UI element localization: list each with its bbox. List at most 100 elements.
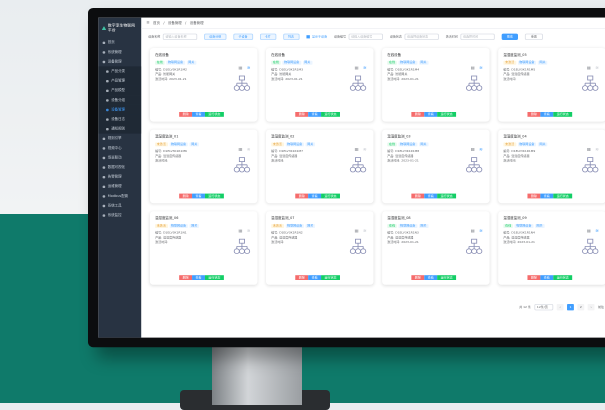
delete-button[interactable]: 删除 xyxy=(527,275,541,280)
group-select[interactable]: 设备分组 xyxy=(204,33,227,40)
view-button[interactable]: 查看 xyxy=(192,275,205,280)
delete-button[interactable]: 删除 xyxy=(295,275,309,280)
sidebar-item[interactable]: 告警管理 xyxy=(98,172,141,182)
view-button[interactable]: 查看 xyxy=(192,193,205,199)
breadcrumb-item: 设备管理 xyxy=(189,20,204,25)
sidebar-item[interactable]: Modbus配置 xyxy=(98,191,141,201)
sidebar-item[interactable]: 产品模型 xyxy=(98,85,142,96)
qrcode-icon[interactable]: ▦ xyxy=(354,147,359,152)
delete-button[interactable]: 删除 xyxy=(179,275,193,280)
breadcrumb-item[interactable]: 设备管理 xyxy=(167,20,182,25)
sidebar-item[interactable]: 首页 xyxy=(98,38,141,48)
page-size-select[interactable]: 12条/页 xyxy=(534,304,554,311)
sidebar-item[interactable]: 系统管理 xyxy=(98,47,141,57)
device-card[interactable]: 温湿度监测_01 未激活 物联网设备 网关 编号: D1ELV3K1R1M6 产品:… xyxy=(149,129,258,204)
delete-button[interactable]: 删除 xyxy=(411,112,425,117)
device-card[interactable]: 温湿度监测_03 在线 物联网设备 网关 编号: D1ELV3K1R1M8 产品: … xyxy=(382,129,490,204)
view-button[interactable]: 查看 xyxy=(192,112,205,117)
device-card[interactable]: 在线设备 在线 物联网设备 网关 编号: D1ELV3K1R1M3 产品: 智能网关… xyxy=(266,48,374,122)
qrcode-icon[interactable]: ▦ xyxy=(586,65,591,71)
serial-input[interactable]: 请输入设备编号 xyxy=(348,33,383,40)
status-button[interactable]: 运行状态 xyxy=(553,275,573,280)
delete-button[interactable]: 删除 xyxy=(411,193,425,199)
status-button[interactable]: 运行状态 xyxy=(321,275,340,280)
view-button[interactable]: 查看 xyxy=(540,275,554,280)
qrcode-icon[interactable]: ▦ xyxy=(354,228,359,234)
qrcode-icon[interactable]: ▦ xyxy=(470,65,475,71)
device-card[interactable]: 温湿度监测_09 在线 物联网设备 网关 编号: D1ELV3K1R1N4 产品: … xyxy=(498,211,605,285)
sidebar-item[interactable]: 产品管理 xyxy=(98,76,142,86)
view-button[interactable]: 查看 xyxy=(540,193,554,199)
subdevice-select[interactable]: 子设备 xyxy=(233,33,253,40)
breadcrumb-item[interactable]: 首页 xyxy=(153,20,160,25)
delete-button[interactable]: 删除 xyxy=(411,275,425,280)
date-picker[interactable]: 请选择时间 xyxy=(460,33,495,40)
sidebar-item[interactable]: 设备管理 xyxy=(98,57,141,67)
view-button[interactable]: 查看 xyxy=(540,112,554,117)
sidebar-item[interactable]: 规则引擎 xyxy=(98,134,141,144)
delete-button[interactable]: 删除 xyxy=(527,193,541,199)
status-button[interactable]: 运行状态 xyxy=(204,193,224,199)
search-button[interactable]: 搜索 xyxy=(501,33,518,40)
status-button[interactable]: 运行状态 xyxy=(321,193,340,199)
status-button[interactable]: 运行状态 xyxy=(553,193,573,199)
qrcode-icon[interactable]: ▦ xyxy=(586,147,591,152)
delete-button[interactable]: 删除 xyxy=(295,112,309,117)
status-button[interactable]: 运行状态 xyxy=(204,275,224,280)
sidebar-item[interactable]: 设备分组 xyxy=(98,95,142,105)
sidebar-item[interactable]: 产品分类 xyxy=(98,66,142,76)
qrcode-icon[interactable]: ▦ xyxy=(238,65,243,71)
status-button[interactable]: 运行状态 xyxy=(321,112,340,117)
device-name-input[interactable]: 请输入设备名称 xyxy=(162,33,198,40)
reset-button[interactable]: 重置 xyxy=(524,33,543,40)
sidebar-item[interactable]: 数据可视化 xyxy=(98,162,141,172)
device-card[interactable]: 温湿度监测_02 未激活 物联网设备 网关 编号: D1ELV3K1R1M7 产品:… xyxy=(266,129,374,204)
device-card[interactable]: 温湿度监测_05 未激活 物联网设备 网关 编号: D1ELV3K1R1M5 产品:… xyxy=(498,48,605,122)
qrcode-icon[interactable]: ▦ xyxy=(238,147,243,152)
view-button[interactable]: 查看 xyxy=(308,112,322,117)
delete-button[interactable]: 删除 xyxy=(179,193,193,199)
prev-page-button[interactable]: ‹ xyxy=(556,304,564,311)
status-button[interactable]: 运行状态 xyxy=(437,275,457,280)
page-button[interactable]: 2 xyxy=(577,304,585,311)
view-button[interactable]: 查看 xyxy=(308,275,322,280)
device-card[interactable]: 在线设备 在线 物联网设备 网关 编号: D1ELV3K1R1M4 产品: 智能网关… xyxy=(382,48,490,122)
sidebar-item[interactable]: 通知规则 xyxy=(98,124,142,134)
qrcode-icon[interactable]: ▦ xyxy=(586,228,591,234)
view-button[interactable]: 查看 xyxy=(424,275,438,280)
qrcode-icon[interactable]: ▦ xyxy=(238,228,243,234)
qrcode-icon[interactable]: ▦ xyxy=(354,65,359,71)
sidebar-item[interactable]: 场景联动 xyxy=(98,153,141,163)
delete-button[interactable]: 删除 xyxy=(179,112,193,117)
status-button[interactable]: 运行状态 xyxy=(437,193,457,199)
list-view-button[interactable]: 列表 xyxy=(282,33,300,40)
device-card[interactable]: 温湿度监测_04 未激活 物联网设备 网关 编号: D1ELV3K1R1M9 产品:… xyxy=(498,129,605,204)
sidebar-item[interactable]: 系统工具 xyxy=(98,201,141,211)
menu-toggle-icon[interactable]: ☰ xyxy=(146,20,150,25)
status-button[interactable]: 运行状态 xyxy=(437,112,457,117)
qrcode-icon[interactable]: ▦ xyxy=(470,147,475,152)
sidebar-item[interactable]: 系统监控 xyxy=(98,210,141,220)
show-subdevice-checkbox[interactable] xyxy=(306,35,310,39)
status-select[interactable]: 请选择设备状态 xyxy=(404,33,439,40)
view-button[interactable]: 查看 xyxy=(424,193,438,199)
qrcode-icon[interactable]: ▦ xyxy=(470,228,475,234)
view-button[interactable]: 查看 xyxy=(424,112,438,117)
next-page-button[interactable]: › xyxy=(587,304,595,311)
status-button[interactable]: 运行状态 xyxy=(553,112,573,117)
view-button[interactable]: 查看 xyxy=(308,193,322,199)
sidebar-item[interactable]: 设备管理 xyxy=(98,104,142,115)
serial-value: D1ELV3K1R1M5 xyxy=(511,68,536,72)
device-card[interactable]: 在线设备 在线 物联网设备 网关 编号: D1ELV3K1R1M2 产品: 智能网关… xyxy=(149,48,258,122)
sidebar-item[interactable]: 视频中心 xyxy=(98,143,141,153)
delete-button[interactable]: 删除 xyxy=(527,112,541,117)
card-view-button[interactable]: 卡片 xyxy=(259,33,276,40)
delete-button[interactable]: 删除 xyxy=(295,193,309,199)
device-card[interactable]: 温湿度监测_07 未激活 物联网设备 网关 编号: D1ELV3K1R1N2 产品:… xyxy=(266,211,374,285)
device-card[interactable]: 温湿度监测_06 未激活 物联网设备 网关 编号: D1ELV3K1R1N1 产品:… xyxy=(149,211,258,285)
sidebar-item[interactable]: 设备日志 xyxy=(98,114,142,124)
sidebar-item[interactable]: 运维管理 xyxy=(98,182,141,192)
device-card[interactable]: 温湿度监测_08 在线 物联网设备 网关 编号: D1ELV3K1R1N3 产品: … xyxy=(382,211,490,285)
status-button[interactable]: 运行状态 xyxy=(204,112,224,117)
page-button[interactable]: 1 xyxy=(567,304,574,311)
